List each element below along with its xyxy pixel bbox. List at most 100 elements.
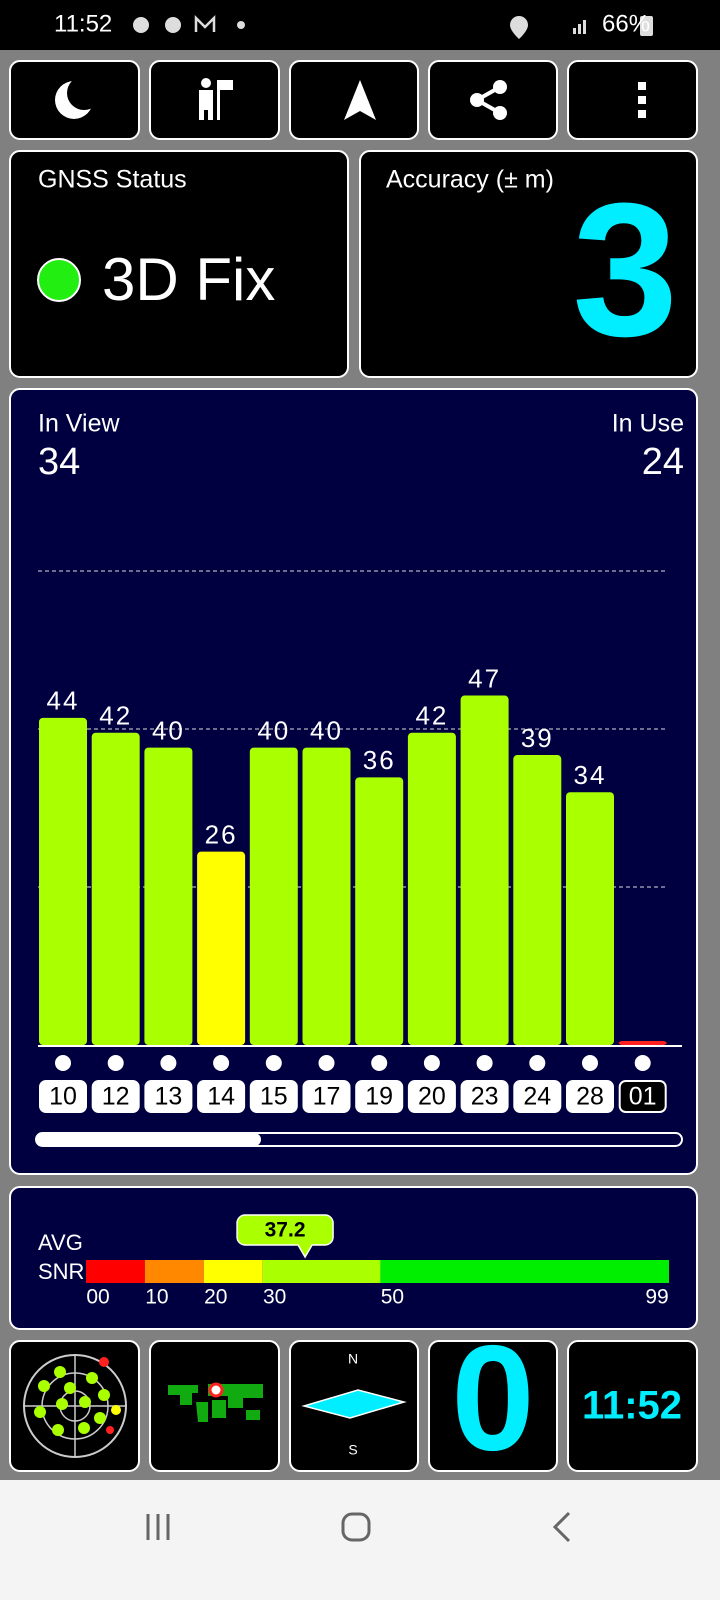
satellite-id-box: [302, 1080, 351, 1113]
bar: [249, 747, 298, 1045]
snr-tick-label: 10: [145, 1286, 168, 1309]
bar-value-label: 34: [574, 760, 607, 790]
bar-value-label: 42: [99, 701, 132, 731]
satellite-id-box: [513, 1080, 562, 1113]
snr-chart: 44 10 42 12 40 13 26 14 40 15 40 17 36 19 42 20 47 23 39 24…: [38, 570, 668, 1113]
bar: [618, 1041, 667, 1045]
snr-band: [86, 1260, 145, 1283]
x-tick-label: 24: [523, 1083, 551, 1111]
satellite-dot: [160, 1055, 177, 1071]
x-tick-label: 13: [154, 1083, 182, 1111]
satellite-dot: [423, 1055, 440, 1071]
accuracy-value: 3: [572, 164, 678, 376]
satellite-dot: [371, 1055, 388, 1071]
x-tick-label: 15: [260, 1083, 288, 1111]
bar: [407, 732, 456, 1045]
bar: [460, 695, 509, 1045]
bar: [302, 747, 351, 1045]
snr-band: [144, 1260, 204, 1283]
snr-tick-label: 50: [381, 1286, 404, 1309]
snr-band: [380, 1260, 669, 1283]
satellite-id-box: [407, 1080, 456, 1113]
accuracy-title: Accuracy (± m): [386, 166, 554, 194]
satellite-dot: [582, 1055, 598, 1071]
snr-label: SNR: [38, 1259, 84, 1284]
bar: [355, 777, 404, 1045]
clock-tile[interactable]: [567, 1340, 698, 1472]
share-button[interactable]: [428, 60, 558, 140]
x-tick-label: 01: [629, 1083, 657, 1111]
speed-value: 0: [451, 1314, 534, 1482]
x-tick-label: 10: [49, 1083, 77, 1111]
x-tick-label: 14: [207, 1083, 235, 1111]
x-tick-label: 19: [365, 1083, 393, 1111]
compass-north: N: [348, 1351, 358, 1367]
scrollbar-thumb[interactable]: [36, 1133, 261, 1146]
x-tick-label: 20: [418, 1083, 446, 1111]
bar: [566, 792, 614, 1045]
satellite-dot: [634, 1055, 651, 1071]
bar: [144, 747, 193, 1045]
back-button[interactable]: [552, 1511, 571, 1543]
bar-value-label: 40: [257, 715, 290, 745]
satellite-dot: [213, 1055, 230, 1071]
satellite-id-box: [618, 1080, 667, 1113]
compass-south: S: [348, 1442, 357, 1458]
clock-value: 11:52: [582, 1384, 682, 1428]
toolbar-icons: [55, 76, 646, 120]
satellite-id-box: [460, 1080, 509, 1113]
bar-value-label: 36: [363, 745, 396, 775]
snr-band: [262, 1260, 381, 1283]
bar-value-label: 44: [47, 686, 80, 716]
avg-marker: [236, 1214, 334, 1259]
compass-needle: [301, 1389, 407, 1419]
gnss-status-panel: [9, 150, 349, 378]
satellite-id-box: [144, 1080, 193, 1113]
satellite-id-box: [197, 1080, 246, 1113]
position-button[interactable]: [149, 60, 280, 140]
in-use-count: 24: [642, 441, 684, 483]
satellite-dot: [55, 1055, 71, 1071]
satellite-dot: [529, 1055, 546, 1071]
snr-band: [203, 1260, 263, 1283]
fix-indicator: [37, 258, 81, 302]
in-use-label: In Use: [612, 410, 684, 438]
x-tick-label: 12: [102, 1083, 130, 1111]
snr-tick-label: 99: [645, 1286, 668, 1309]
fix-status: 3D Fix: [102, 246, 275, 313]
bar: [513, 755, 562, 1045]
snr-scale: 00 10 20 30 50 99 37.2: [86, 1214, 669, 1309]
bar: [39, 717, 87, 1045]
recents-button[interactable]: [146, 1514, 170, 1540]
x-tick-label: 17: [313, 1083, 341, 1111]
snr-tick-label: 00: [86, 1286, 109, 1309]
world-map-icon: [168, 1382, 263, 1422]
bar-value-label: 40: [310, 715, 343, 745]
satellite-id-box: [355, 1080, 404, 1113]
bar-value-label: 47: [468, 663, 501, 693]
gnss-status-title: GNSS Status: [38, 166, 187, 194]
bar-value-label: 26: [205, 820, 238, 850]
satellite-id-box: [91, 1080, 140, 1113]
menu-button[interactable]: [567, 60, 698, 140]
x-tick-label: 23: [471, 1083, 499, 1111]
x-tick-label: 28: [576, 1083, 604, 1111]
avg-label: AVG: [38, 1230, 83, 1255]
satellite-dot: [476, 1055, 493, 1071]
accuracy-panel: [359, 150, 698, 378]
home-button[interactable]: [341, 1512, 371, 1542]
snr-tick-label: 30: [263, 1286, 286, 1309]
speed-tile[interactable]: [428, 1340, 558, 1472]
bar: [197, 851, 246, 1045]
bar: [91, 732, 140, 1045]
satellite-id-box: [249, 1080, 298, 1113]
in-view-label: In View: [38, 410, 120, 438]
status-time: 11:52: [54, 10, 112, 37]
satellite-dot: [107, 1055, 124, 1071]
status-bar: [0, 0, 720, 50]
satellite-id-box: [39, 1080, 87, 1113]
satellite-id-box: [566, 1080, 614, 1113]
battery-level: 66%: [602, 10, 650, 37]
sky-plot-icon: [23, 1354, 127, 1458]
